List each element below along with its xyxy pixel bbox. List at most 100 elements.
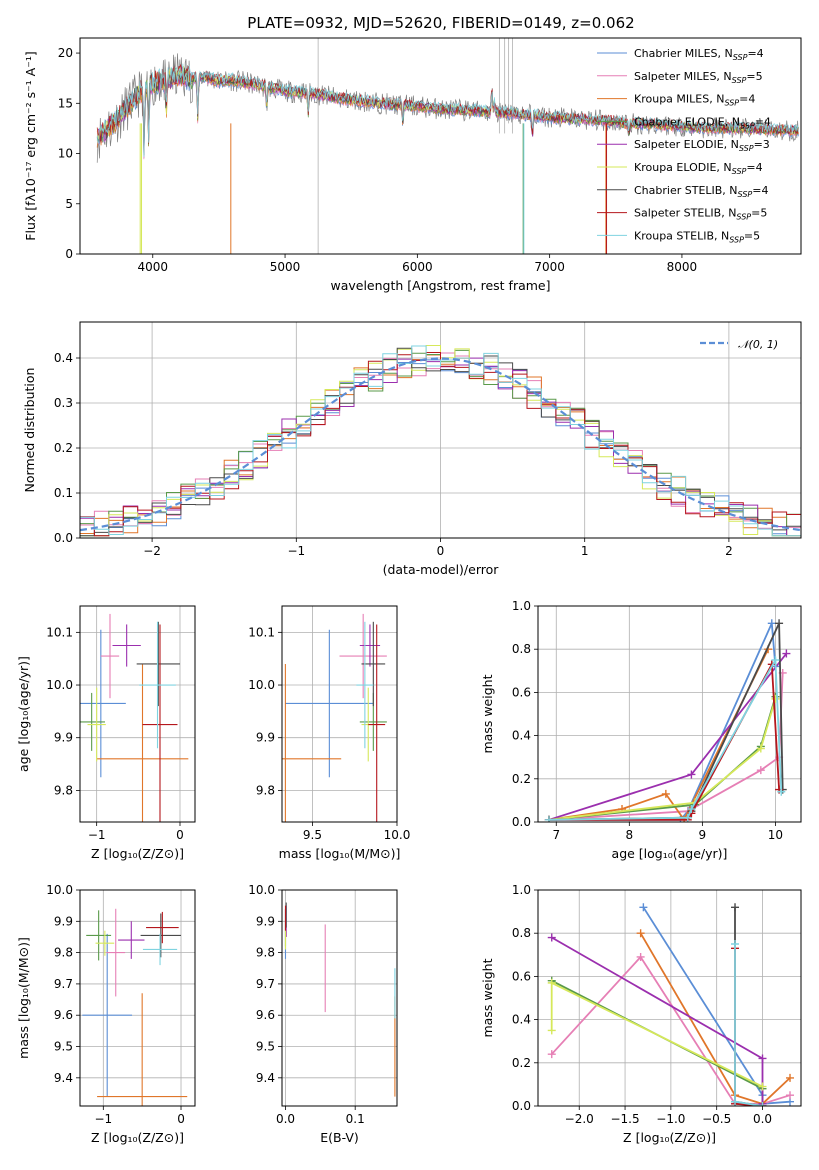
- legend-subscript: SSP: [738, 190, 753, 199]
- legend-entry-4: Salpeter ELODIE, NSSP=3: [634, 138, 770, 153]
- mass_weight_vs_age-plot-area: [544, 619, 791, 822]
- mass_weight_vs_age-marker-0: [767, 619, 776, 628]
- mass_weight_vs_age-marker-4: [687, 770, 696, 779]
- mass_weight_vs_age-xlabel: age [log₁₀(age/yr)]: [612, 846, 728, 861]
- mass_weight_vs_z-marker-1: [636, 952, 645, 961]
- mass_vs_z-ytick-label: 9.8: [54, 946, 73, 960]
- spectrum-ytick-label: 0: [65, 247, 73, 261]
- mass_weight_vs_age-marker-6: [775, 619, 784, 628]
- residuals-xlabel: (data-model)/error: [383, 562, 500, 577]
- mass_vs_ebv-xtick-label: 0.0: [276, 1112, 295, 1126]
- age_vs_z-plot-area: [80, 613, 189, 822]
- age_vs_mass-xtick-label: 9.5: [303, 828, 322, 842]
- age_vs_z-xtick-label: −1: [88, 828, 106, 842]
- mass_vs_z-xtick-label: −1: [94, 1112, 112, 1126]
- mass_weight_vs_z-xtick-label: −1.0: [656, 1112, 685, 1126]
- mass_weight_vs_z-ytick-label: 1.0: [512, 883, 531, 897]
- spectrum-model-line-8: [96, 63, 799, 157]
- age_vs_mass-xlabel: mass [log₁₀(M/M⊙)]: [279, 846, 401, 861]
- residuals-ytick-label: 0.0: [54, 531, 73, 545]
- mass_weight_vs_z-marker-8: [758, 1102, 767, 1106]
- legend-label: Chabrier ELODIE, N: [634, 115, 740, 128]
- mass_weight_vs_z-marker-1: [786, 1091, 795, 1100]
- residuals-ytick-label: 0.1: [54, 486, 73, 500]
- spectrum-xlabel: wavelength [Angstrom, rest frame]: [330, 278, 550, 293]
- spectrum-ylabel: Flux [fλ10⁻¹⁷ erg cm⁻² s⁻¹ A⁻¹]: [23, 51, 38, 240]
- spectrum-panel: 4000 5000 6000 7000 8000 0 5 10 15 20 wavelength […: [23, 37, 802, 293]
- mass_vs_z-xtick-label: 0: [177, 1112, 185, 1126]
- mass_weight_vs_age-ylabel: mass weight: [480, 674, 495, 753]
- normal-legend-label: 𝒩(0, 1): [738, 338, 778, 351]
- spectrum-xtick-label: 6000: [402, 260, 433, 274]
- legend-label: Chabrier STELIB, N: [634, 184, 738, 197]
- mass_weight_vs_age-series-7: [549, 661, 780, 821]
- legend-entry-5: Kroupa ELODIE, NSSP=4: [634, 161, 763, 176]
- spectrum-ytick-label: 5: [65, 197, 73, 211]
- age_vs_z-ytick-label: 10.0: [46, 678, 73, 692]
- residuals-xtick-label: −2: [143, 544, 161, 558]
- mass_weight_vs_age-marker-8: [687, 805, 696, 814]
- figure-title: PLATE=0932, MJD=52620, FIBERID=0149, z=0…: [247, 14, 634, 32]
- legend-entry-3: Chabrier ELODIE, NSSP=4: [634, 115, 771, 130]
- legend-entry-6: Chabrier STELIB, NSSP=4: [634, 184, 768, 199]
- age_vs_mass-frame: [281, 605, 398, 823]
- legend-subscript: SSP: [732, 167, 747, 176]
- legend-label: Kroupa ELODIE, N: [634, 161, 732, 174]
- spectrum-xtick-label: 5000: [270, 260, 301, 274]
- mass_weight_vs_age-marker-1: [756, 766, 765, 775]
- legend-suffix: =4: [746, 161, 762, 174]
- legend-entry-1: Salpeter MILES, NSSP=5: [634, 70, 763, 85]
- mass_vs_z-ytick-label: 9.7: [54, 977, 73, 991]
- mass_weight_vs_age-panel: 7 8 9 10 0.0 0.2 0.4 0.6 0.8 1.0 age [log₁₀(age/yr…: [480, 599, 802, 861]
- mass_weight_vs_age-marker-8: [544, 815, 553, 822]
- residuals-ylabel: Normed distribution: [22, 368, 37, 493]
- mass_weight_vs_age-marker-8: [777, 787, 786, 796]
- mass_weight_vs_age-ytick-label: 0.0: [512, 815, 531, 829]
- mass_weight_vs_z-plot-area: [547, 903, 795, 1106]
- age_vs_z-frame: [79, 605, 196, 823]
- mass_weight_vs_age-series-3: [548, 696, 777, 821]
- residual-histogram-6: [80, 347, 801, 537]
- residuals-ytick-label: 0.3: [54, 396, 73, 410]
- mass_vs_ebv-ytick-label: 9.6: [256, 1008, 275, 1022]
- residual-histogram-8: [80, 345, 801, 537]
- residuals-ytick-label: 0.4: [54, 351, 73, 365]
- mass_vs_z-ytick-label: 9.9: [54, 914, 73, 928]
- mass_weight_vs_z-xtick-label: −1.5: [610, 1112, 639, 1126]
- mass_weight_vs_z-ylabel: mass weight: [480, 958, 495, 1037]
- mass_vs_z-plot-area: [82, 908, 188, 1106]
- mass_weight_vs_age-xtick-label: 7: [552, 828, 560, 842]
- legend-subscript: SSP: [729, 235, 744, 244]
- mass_weight_vs_age-marker-4: [782, 649, 791, 658]
- age_vs_z-xlabel: Z [log₁₀(Z/Z⊙)]: [91, 846, 184, 861]
- mass_weight_vs_z-ytick-label: 0.8: [512, 926, 531, 940]
- legend-entry-2: Kroupa MILES, NSSP=4: [634, 93, 755, 108]
- residuals-xtick-label: 2: [725, 544, 733, 558]
- mass_weight_vs_age-marker-5: [771, 694, 780, 703]
- spectrum-frame: [79, 37, 802, 255]
- spectrum-plot-area: [96, 38, 799, 254]
- spectrum-data-line: [96, 53, 799, 163]
- mass_weight_vs_z-ytick-label: 0.6: [512, 969, 531, 983]
- mass_weight_vs_z-xtick-label: 0.0: [753, 1112, 772, 1126]
- legend-suffix: =4: [747, 47, 763, 60]
- mass_vs_z-ylabel: mass [log₁₀(M/M⊙)]: [16, 937, 31, 1059]
- age_vs_mass-plot-area: [282, 613, 387, 822]
- mass_vs_z-ytick-label: 9.5: [54, 1040, 73, 1054]
- legend-label: Chabrier MILES, N: [634, 47, 733, 60]
- spectrum-ytick-label: 15: [58, 96, 73, 110]
- mass_weight_vs_z-marker-8: [731, 1097, 740, 1106]
- legend-label: Kroupa STELIB, N: [634, 229, 729, 242]
- age_vs_z-ytick-label: 9.9: [54, 731, 73, 745]
- legend-label: Salpeter MILES, N: [634, 70, 732, 83]
- legend-suffix: =4: [752, 184, 768, 197]
- mass_weight_vs_age-ytick-label: 0.8: [512, 642, 531, 656]
- mass_weight_vs_age-xtick-label: 9: [699, 828, 707, 842]
- mass_weight_vs_z-marker-1: [547, 1050, 556, 1059]
- normal-curve: [80, 357, 801, 532]
- mass_vs_z-ytick-label: 9.4: [54, 1071, 73, 1085]
- mass_weight_vs_z-marker-4: [547, 933, 556, 942]
- mass_weight_vs_z-marker-2: [786, 1073, 795, 1082]
